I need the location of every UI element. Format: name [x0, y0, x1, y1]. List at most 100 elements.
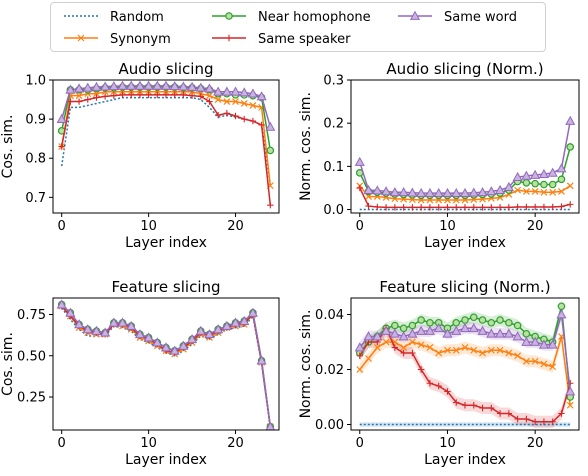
plot-area — [56, 299, 276, 430]
data-point — [128, 91, 135, 99]
data-point — [363, 331, 374, 341]
data-point — [91, 81, 102, 91]
data-point — [389, 328, 400, 338]
y-tick-label: 0.7 — [25, 191, 46, 206]
series-same-word — [354, 309, 576, 396]
data-point — [530, 336, 541, 346]
data-point — [459, 187, 471, 197]
data-point — [152, 80, 163, 90]
data-point — [372, 185, 383, 195]
data-point — [424, 325, 435, 335]
legend-label: Near homophone — [258, 10, 371, 25]
data-point — [65, 84, 76, 94]
data-point — [171, 91, 178, 99]
data-point — [354, 156, 365, 166]
data-point — [108, 81, 119, 91]
data-point — [522, 357, 530, 365]
panel-title: Feature slicing — [111, 278, 220, 296]
series-line — [60, 90, 272, 186]
data-point — [549, 363, 557, 371]
data-point — [496, 410, 504, 417]
y-tick-label: 0.25 — [17, 391, 46, 406]
data-point — [496, 346, 504, 354]
data-point — [540, 418, 548, 425]
data-point — [567, 201, 574, 208]
data-point — [540, 203, 548, 211]
panel-title: Audio slicing (Norm.) — [386, 60, 543, 78]
data-point — [381, 325, 392, 335]
data-point — [117, 317, 128, 327]
data-point — [221, 320, 232, 330]
data-point — [531, 203, 539, 211]
data-point — [540, 188, 548, 196]
plot-area — [354, 115, 576, 211]
data-point — [488, 404, 495, 412]
data-point — [143, 80, 154, 90]
data-point — [134, 80, 145, 90]
legend-label: Synonym — [110, 32, 171, 47]
data-point — [531, 357, 539, 365]
data-point — [452, 318, 461, 327]
data-point — [400, 204, 407, 211]
data-point — [214, 96, 222, 103]
data-point — [479, 349, 486, 357]
data-point — [556, 309, 567, 319]
legend — [50, 2, 546, 52]
data-point — [521, 170, 532, 180]
x-tick-label: 20 — [227, 219, 244, 234]
data-point — [382, 204, 390, 211]
y-axis-label: Cos. sim. — [0, 115, 16, 179]
data-point — [549, 203, 556, 211]
data-point — [187, 334, 198, 344]
y-axis-label: Norm. cos. sim. — [298, 310, 314, 419]
data-point — [214, 112, 222, 119]
data-point — [162, 91, 170, 99]
data-point — [223, 98, 231, 105]
series-random — [60, 96, 272, 186]
data-point — [400, 344, 408, 351]
data-point — [373, 344, 381, 351]
data-point — [435, 382, 442, 390]
data-point — [239, 315, 250, 325]
panel-1: Audio slicing 0 10 20 0.7 0.8 0.9 1.0 Layer inde… — [0, 60, 280, 251]
series-near-homophone — [57, 300, 275, 430]
data-point — [505, 318, 513, 327]
y-tick-label: 0.75 — [17, 308, 46, 323]
data-point — [398, 187, 409, 197]
axes-frame — [52, 297, 280, 431]
data-point — [221, 86, 232, 96]
x-tick-label: 0 — [58, 219, 66, 234]
data-point — [152, 337, 163, 347]
data-point — [461, 344, 469, 351]
data-point — [232, 98, 239, 105]
data-point — [514, 203, 521, 211]
data-point — [232, 112, 239, 120]
data-point — [372, 331, 383, 341]
data-point — [495, 328, 506, 338]
data-point — [408, 338, 416, 346]
data-point — [249, 117, 257, 125]
data-point — [486, 328, 497, 338]
legend-entry-synonym: Synonym — [64, 32, 171, 47]
data-point — [503, 181, 514, 191]
data-point — [512, 171, 523, 182]
data-point — [435, 349, 443, 357]
data-point — [400, 349, 407, 357]
data-point — [453, 204, 460, 211]
data-point — [416, 187, 427, 197]
y-tick-label: 0.8 — [25, 152, 46, 167]
data-point — [496, 316, 504, 324]
data-point — [365, 355, 372, 362]
data-point — [249, 102, 257, 109]
data-point — [566, 182, 574, 190]
data-point — [407, 328, 418, 338]
data-point — [136, 91, 144, 99]
data-point — [538, 339, 549, 349]
x-tick-label: 10 — [140, 436, 157, 451]
legend-label: Same speaker — [258, 32, 351, 47]
data-point — [459, 323, 471, 333]
data-point — [496, 204, 504, 211]
y-axis-label: Norm. cos. sim. — [298, 92, 314, 201]
data-point — [495, 184, 506, 194]
data-point — [514, 352, 522, 360]
